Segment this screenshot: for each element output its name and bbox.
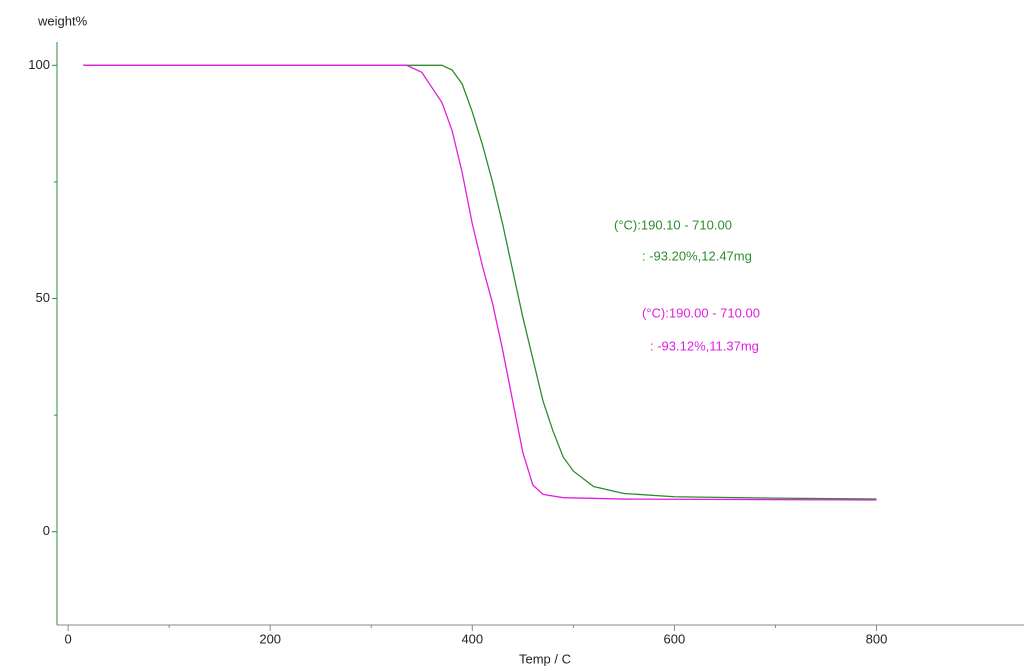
x-tick-label: 800 xyxy=(866,631,888,646)
x-axis-label: Temp / C xyxy=(519,651,571,666)
y-tick-label: 100 xyxy=(28,57,50,72)
annotation: : -93.12%,11.37mg xyxy=(650,338,759,353)
series-line xyxy=(83,64,877,501)
series-line xyxy=(83,64,877,500)
annotation: (°C):190.00 - 710.00 xyxy=(642,305,760,320)
x-tick-label: 0 xyxy=(64,631,71,646)
x-tick-label: 400 xyxy=(461,631,483,646)
annotation: : -93.20%,12.47mg xyxy=(642,248,752,263)
x-tick-label: 600 xyxy=(664,631,686,646)
y-tick-label: 0 xyxy=(43,523,50,538)
y-axis-label: weight% xyxy=(37,13,88,28)
x-tick-label: 200 xyxy=(259,631,281,646)
annotation: (°C):190.10 - 710.00 xyxy=(614,217,732,232)
y-tick-label: 50 xyxy=(36,290,50,305)
